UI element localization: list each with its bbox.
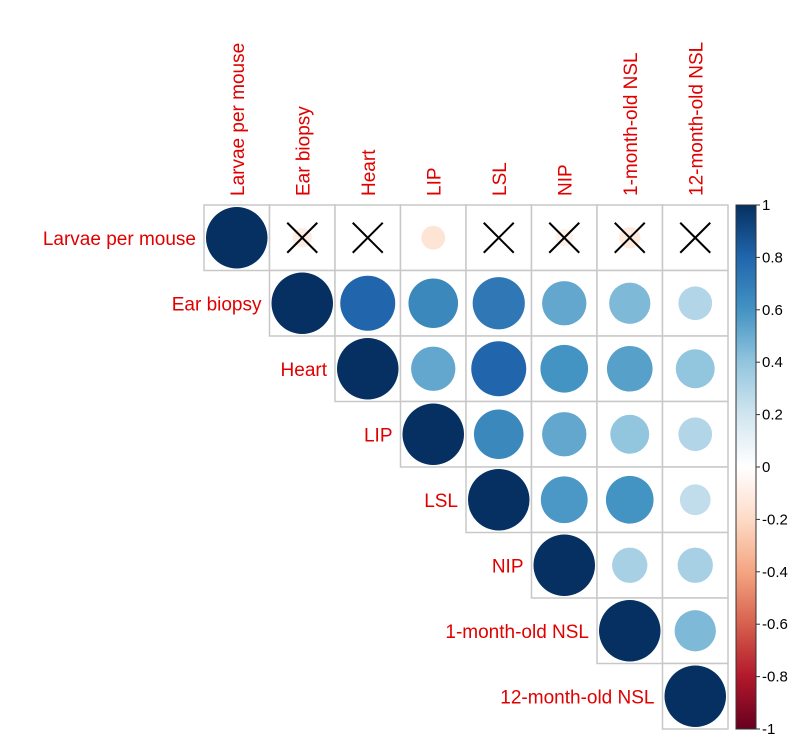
- colorbar: 1 0.8 0.6 0.4 0.2 0 -0.2 -0.4 -0.6 -0.8 -1: [735, 197, 788, 736]
- correlation-circle: [664, 665, 726, 727]
- insignificant-cross: [614, 222, 646, 254]
- insignificant-cross: [352, 222, 384, 254]
- colorbar-tick-label: -0.8: [762, 669, 788, 686]
- variable-labels: Larvae per mouse Ear biopsy Heart LIP LSL NIP…: [43, 42, 707, 708]
- correlation-circle: [612, 547, 648, 583]
- row-label: NIP: [492, 556, 524, 577]
- insignificance-crosses: [286, 222, 711, 254]
- column-label: NIP: [555, 164, 576, 196]
- correlation-circle: [678, 417, 713, 452]
- column-label: 1-month-old NSL: [621, 52, 642, 196]
- correlation-circle: [674, 610, 716, 652]
- correlation-circle: [540, 476, 588, 524]
- colorbar-tick-label: -1: [762, 721, 775, 736]
- row-label: 1-month-old NSL: [445, 622, 589, 643]
- correlation-circle: [468, 469, 530, 531]
- correlation-circle: [421, 225, 446, 250]
- row-label: Ear biopsy: [172, 294, 262, 315]
- correlation-circle: [609, 282, 651, 324]
- correlation-circle: [206, 207, 268, 269]
- colorbar-tick-label: -0.6: [762, 616, 788, 633]
- colorbar-gradient: [735, 204, 757, 730]
- row-label: Heart: [281, 360, 328, 381]
- row-label: LIP: [364, 425, 393, 446]
- column-label: LSL: [490, 162, 511, 196]
- column-label: Larvae per mouse: [228, 43, 249, 196]
- colorbar-tick-label: 0.8: [762, 249, 783, 266]
- correlation-circle: [473, 409, 524, 460]
- colorbar-tick-label: -0.2: [762, 511, 788, 528]
- correlation-circle: [678, 286, 713, 321]
- column-label: 12-month-old NSL: [686, 42, 707, 196]
- colorbar-tick-label: 1: [762, 197, 770, 214]
- column-label: Ear biopsy: [293, 106, 314, 196]
- colorbar-tick-label: 0.4: [762, 354, 783, 371]
- row-label: LSL: [424, 491, 458, 512]
- correlation-circle: [533, 534, 595, 596]
- correlation-circle: [408, 278, 459, 329]
- matrix-cell: [596, 269, 664, 337]
- correlation-circle: [606, 345, 653, 392]
- correlation-circle: [542, 281, 587, 326]
- correlation-circle: [472, 277, 525, 330]
- colorbar-tick-label: 0: [762, 459, 770, 476]
- correlation-circle: [271, 272, 333, 334]
- correlation-circle: [402, 403, 464, 465]
- column-label: Heart: [359, 149, 380, 196]
- row-label: Larvae per mouse: [43, 229, 196, 250]
- correlation-circle: [610, 414, 650, 454]
- correlation-circle: [540, 344, 589, 393]
- correlation-circle: [677, 547, 713, 583]
- correlation-circle: [675, 349, 715, 389]
- correlation-circle: [605, 475, 654, 524]
- insignificant-cross: [286, 222, 318, 254]
- insignificant-cross: [483, 222, 515, 254]
- row-label: 12-month-old NSL: [500, 687, 654, 708]
- correlation-circle: [337, 338, 399, 400]
- correlation-circle: [599, 600, 661, 662]
- colorbar-tick-label: 0.2: [762, 407, 783, 424]
- matrix-cell: [661, 204, 729, 272]
- colorbar-tick-label: 0.6: [762, 302, 783, 319]
- insignificant-cross: [548, 222, 580, 254]
- insignificant-cross: [679, 222, 711, 254]
- correlation-circles: [206, 207, 726, 727]
- correlation-circle: [411, 346, 456, 391]
- correlation-circle: [340, 275, 396, 331]
- column-label: LIP: [424, 167, 445, 196]
- correlation-circle: [679, 484, 711, 516]
- correlation-circle: [542, 412, 587, 457]
- colorbar-tick-label: -0.4: [762, 564, 788, 581]
- correlation-circle: [471, 341, 527, 397]
